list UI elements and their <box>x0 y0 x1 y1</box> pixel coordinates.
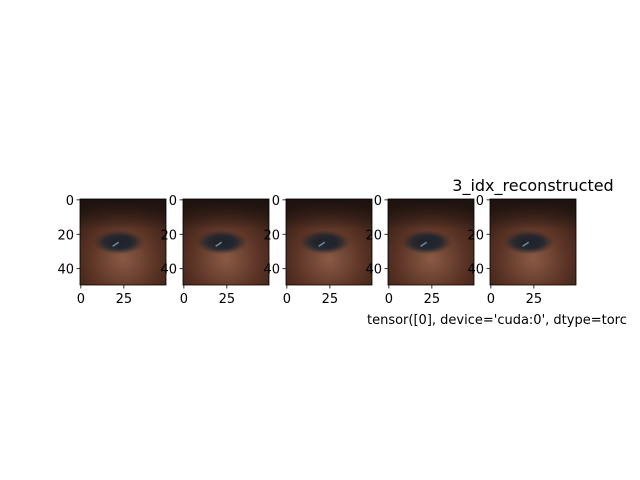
x-tick-label: 0 <box>283 292 291 307</box>
x-tick-label: 0 <box>487 292 495 307</box>
y-tick-label: 20 <box>160 228 177 243</box>
y-tick-label: 0 <box>66 194 74 209</box>
iris <box>115 236 131 248</box>
axes-frame <box>182 198 270 286</box>
brow <box>490 199 576 229</box>
glint <box>215 241 223 247</box>
x-tick-label: 25 <box>424 292 441 307</box>
x-tick-label: 25 <box>219 292 236 307</box>
x-tick-label: 25 <box>322 292 339 307</box>
y-tick-label: 40 <box>263 263 280 278</box>
brow <box>388 199 474 229</box>
iris <box>423 236 439 248</box>
glint <box>420 241 428 247</box>
x-tick-label: 0 <box>77 292 85 307</box>
y-tick-label: 0 <box>476 194 484 209</box>
brow <box>183 199 269 229</box>
y-tick-label: 0 <box>169 194 177 209</box>
glint <box>318 241 326 247</box>
y-tick-label: 20 <box>467 228 484 243</box>
y-tick-label: 20 <box>365 228 382 243</box>
axes-frame <box>79 198 167 286</box>
axes-frame <box>387 198 475 286</box>
y-tick-label: 20 <box>263 228 280 243</box>
iris <box>321 236 337 248</box>
y-tick-label: 20 <box>57 228 74 243</box>
glint <box>112 241 120 247</box>
image <box>490 199 576 285</box>
axes-frame <box>489 198 577 286</box>
iris <box>218 236 234 248</box>
axes-title: 3_idx_reconstructed <box>452 176 613 196</box>
x-axis-label: tensor([0], device='cuda:0', dtype=torc <box>367 313 627 328</box>
y-tick-label: 40 <box>467 263 484 278</box>
x-tick-label: 25 <box>526 292 543 307</box>
x-tick-label: 0 <box>385 292 393 307</box>
image <box>183 199 269 285</box>
y-tick-label: 40 <box>160 263 177 278</box>
iris <box>525 236 541 248</box>
axes-frame <box>285 198 373 286</box>
image <box>286 199 372 285</box>
x-tick-label: 25 <box>116 292 133 307</box>
glint <box>522 241 530 247</box>
image <box>80 199 166 285</box>
y-tick-label: 0 <box>374 194 382 209</box>
y-tick-label: 40 <box>57 263 74 278</box>
x-tick-label: 0 <box>180 292 188 307</box>
y-tick-label: 0 <box>272 194 280 209</box>
brow <box>286 199 372 229</box>
brow <box>80 199 166 229</box>
y-tick-label: 40 <box>365 263 382 278</box>
image <box>388 199 474 285</box>
